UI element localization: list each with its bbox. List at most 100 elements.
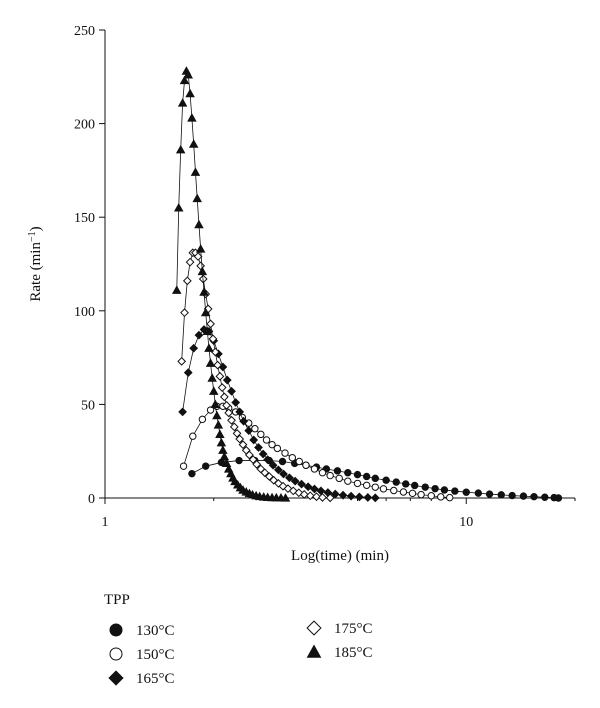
data-point [260, 468, 270, 478]
data-point [325, 493, 335, 503]
y-axis-title-close: ) [28, 226, 44, 231]
data-point [335, 474, 343, 483]
legend-marker [109, 647, 123, 661]
series-layer [172, 66, 563, 503]
data-point [235, 434, 245, 444]
legend-label: 165°C [136, 671, 175, 687]
data-point [222, 400, 231, 410]
x-axis-title: Log(time) (min) [291, 548, 389, 564]
legend-label: 150°C [136, 647, 175, 663]
data-point [382, 476, 390, 484]
data-point [183, 69, 193, 79]
data-point [235, 456, 243, 465]
data-point [519, 492, 528, 500]
data-point [462, 488, 470, 496]
data-point [344, 477, 352, 485]
data-point [197, 266, 208, 276]
legend-marker [306, 644, 322, 658]
data-point [195, 244, 206, 253]
data-point [302, 461, 310, 469]
data-point [187, 113, 197, 122]
data-point [279, 469, 288, 479]
data-point [177, 356, 187, 366]
legend-label: 175°C [334, 621, 373, 637]
data-point [194, 330, 204, 340]
data-point [318, 469, 327, 477]
data-point [305, 491, 315, 501]
data-point [353, 470, 362, 479]
y-tick-label: 250 [74, 24, 95, 39]
y-tick-label: 100 [74, 305, 95, 320]
data-point [310, 484, 319, 494]
data-point [362, 481, 371, 489]
axes [104, 30, 575, 499]
data-point [303, 482, 313, 492]
data-point [179, 462, 188, 470]
data-point [554, 494, 563, 502]
data-point [177, 98, 188, 107]
data-point [215, 371, 225, 381]
data-point [431, 484, 439, 493]
legend-marker [108, 670, 124, 686]
ticks: 0 50 100 150 200 250 1 10 [74, 24, 576, 530]
data-point [285, 473, 294, 483]
data-point [229, 422, 239, 432]
data-point [248, 455, 258, 465]
legend-label: 130°C [136, 623, 175, 639]
data-point [408, 489, 417, 498]
series-line [191, 460, 559, 499]
legend-label: 185°C [334, 645, 373, 661]
data-point [264, 472, 274, 481]
data-point [379, 485, 388, 493]
data-point [244, 426, 254, 435]
data-point [290, 476, 300, 486]
y-tick-label: 50 [81, 398, 95, 413]
data-point [182, 276, 192, 286]
data-point [326, 471, 334, 480]
data-point [210, 399, 221, 409]
data-point [338, 490, 348, 500]
series-0 [188, 456, 563, 502]
data-point [205, 358, 216, 367]
data-point [199, 287, 209, 296]
data-point [541, 493, 549, 501]
data-point [268, 460, 278, 470]
data-point [183, 368, 193, 377]
data-point [244, 450, 254, 460]
data-point [354, 492, 364, 502]
legend-entry: 165°C [108, 670, 175, 687]
y-tick-label: 200 [74, 118, 95, 133]
data-point [219, 392, 229, 402]
series-4 [172, 66, 291, 502]
data-point [485, 490, 494, 498]
data-point [238, 440, 248, 450]
data-point [222, 375, 232, 385]
data-point [318, 493, 327, 502]
data-point [312, 492, 321, 502]
data-point [278, 481, 288, 491]
data-point [252, 459, 262, 469]
data-point [390, 486, 398, 495]
data-point [330, 489, 340, 499]
data-point [310, 465, 319, 473]
data-point [175, 144, 186, 154]
data-point [411, 481, 419, 490]
data-point [392, 478, 400, 486]
data-point [421, 483, 429, 491]
legend-entry: 175°C [306, 620, 373, 637]
data-point [215, 429, 225, 438]
data-point [219, 451, 230, 461]
data-point [235, 407, 245, 417]
data-point [288, 454, 297, 462]
data-point [178, 407, 187, 417]
legend-title: TPP [104, 592, 130, 608]
data-point [207, 373, 217, 382]
data-point [346, 491, 356, 501]
data-point [212, 410, 222, 420]
series-3 [177, 248, 335, 503]
data-point [497, 491, 505, 499]
data-point [204, 343, 214, 352]
data-point [451, 487, 459, 495]
legend-marker [109, 623, 123, 637]
data-point [274, 465, 283, 475]
